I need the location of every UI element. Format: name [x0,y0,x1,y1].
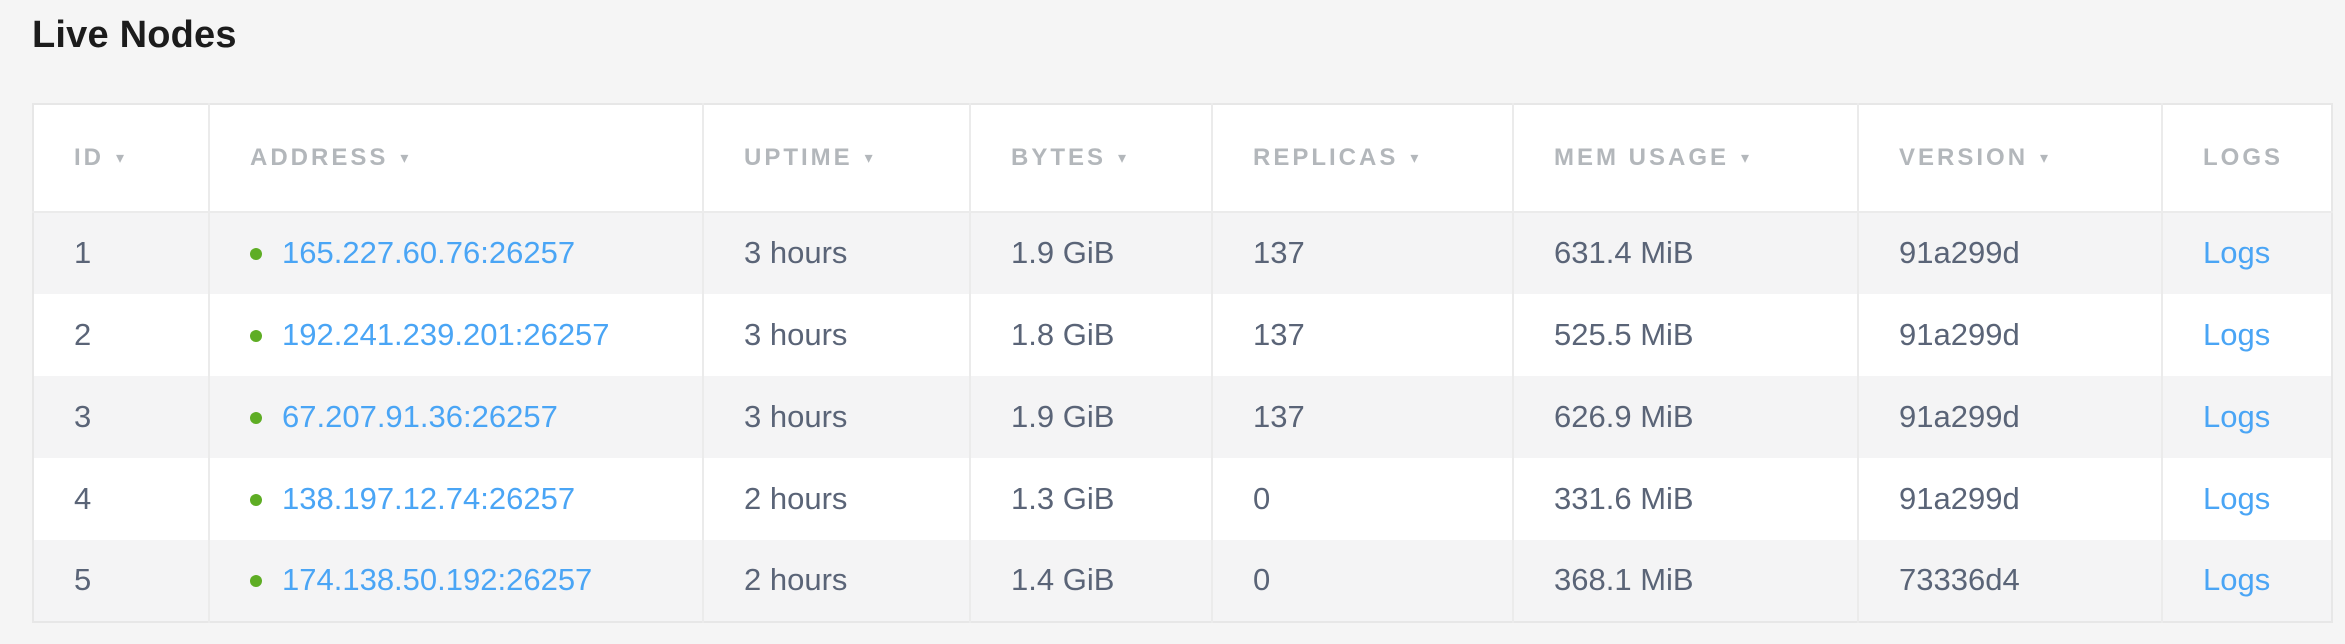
table-header-row: ID ▾ ADDRESS ▾ UPTIME ▾ BYTES ▾ REPLICAS ▾ ME… [33,103,2332,213]
live-status-dot-icon [250,248,262,261]
node-logs-link[interactable]: Logs [2203,480,2271,516]
node-row: 4 138.197.12.74:26257 2 hours 1.3 GiB 0 … [33,457,2332,540]
node-address-cell: 174.138.50.192:26257 [209,539,704,622]
node-replicas-cell: 137 [1212,293,1514,376]
sort-down-icon: ▾ [1118,149,1127,167]
node-id-cell: 3 [33,375,210,458]
col-header-uptime-label: UPTIME [744,143,853,171]
sort-down-icon: ▾ [116,149,125,167]
node-bytes-cell: 1.9 GiB [970,211,1213,294]
page-title: Live Nodes [32,14,237,56]
col-header-bytes-label: BYTES [1011,143,1107,171]
node-address-cell: 165.227.60.76:26257 [209,211,704,294]
col-header-id-label: ID [74,143,104,171]
node-bytes-cell: 1.9 GiB [970,375,1213,458]
sort-down-icon: ▾ [1741,149,1750,167]
col-header-replicas[interactable]: REPLICAS ▾ [1212,103,1514,213]
node-id-cell: 4 [33,457,210,540]
node-uptime-cell: 2 hours [703,539,971,622]
live-nodes-table: ID ▾ ADDRESS ▾ UPTIME ▾ BYTES ▾ REPLICAS ▾ ME… [32,102,2333,623]
node-logs-cell: Logs [2162,375,2332,458]
node-replicas-cell: 137 [1212,211,1514,294]
node-version-cell: 91a299d [1858,211,2163,294]
node-mem-usage-cell: 525.5 MiB [1513,293,1859,376]
node-logs-cell: Logs [2162,457,2332,540]
col-header-version[interactable]: VERSION ▾ [1858,103,2163,213]
sort-down-icon: ▾ [864,149,873,167]
node-version-cell: 73336d4 [1858,539,2163,622]
node-row: 2 192.241.239.201:26257 3 hours 1.8 GiB … [33,293,2332,376]
node-address-cell: 138.197.12.74:26257 [209,457,704,540]
node-bytes-cell: 1.3 GiB [970,457,1213,540]
node-logs-link[interactable]: Logs [2203,316,2271,352]
node-address-link[interactable]: 192.241.239.201:26257 [282,316,610,352]
sort-down-icon: ▾ [2040,149,2049,167]
node-mem-usage-cell: 626.9 MiB [1513,375,1859,458]
node-row: 1 165.227.60.76:26257 3 hours 1.9 GiB 13… [33,211,2332,294]
node-id-cell: 1 [33,211,210,294]
node-address-cell: 67.207.91.36:26257 [209,375,704,458]
col-header-replicas-label: REPLICAS [1253,143,1399,171]
live-status-dot-icon [250,329,262,342]
col-header-address-label: ADDRESS [250,143,389,171]
node-address-link[interactable]: 138.197.12.74:26257 [282,480,576,516]
col-header-bytes[interactable]: BYTES ▾ [970,103,1213,213]
node-address-link[interactable]: 165.227.60.76:26257 [282,235,576,271]
live-status-dot-icon [250,493,262,506]
col-header-uptime[interactable]: UPTIME ▾ [703,103,971,213]
node-version-cell: 91a299d [1858,457,2163,540]
col-header-id[interactable]: ID ▾ [33,103,210,213]
node-address-link[interactable]: 174.138.50.192:26257 [282,562,593,598]
node-replicas-cell: 137 [1212,375,1514,458]
col-header-logs: LOGS [2162,103,2332,213]
node-logs-cell: Logs [2162,539,2332,622]
node-logs-cell: Logs [2162,293,2332,376]
live-status-dot-icon [250,411,262,424]
col-header-version-label: VERSION [1899,143,2029,171]
node-logs-link[interactable]: Logs [2203,235,2271,271]
node-logs-link[interactable]: Logs [2203,562,2271,598]
node-row: 5 174.138.50.192:26257 2 hours 1.4 GiB 0… [33,539,2332,622]
node-bytes-cell: 1.8 GiB [970,293,1213,376]
node-logs-link[interactable]: Logs [2203,398,2271,434]
node-uptime-cell: 3 hours [703,293,971,376]
node-uptime-cell: 2 hours [703,457,971,540]
node-logs-cell: Logs [2162,211,2332,294]
node-row: 3 67.207.91.36:26257 3 hours 1.9 GiB 137… [33,375,2332,458]
col-header-mem-usage-label: MEM USAGE [1554,143,1730,171]
node-replicas-cell: 0 [1212,539,1514,622]
node-bytes-cell: 1.4 GiB [970,539,1213,622]
col-header-address[interactable]: ADDRESS ▾ [209,103,704,213]
node-uptime-cell: 3 hours [703,211,971,294]
live-nodes-page: Live Nodes ID ▾ ADDRESS ▾ UPTIME ▾ BYTES ▾ R… [32,14,2333,623]
node-id-cell: 2 [33,293,210,376]
node-version-cell: 91a299d [1858,375,2163,458]
node-address-cell: 192.241.239.201:26257 [209,293,704,376]
sort-down-icon: ▾ [400,149,409,167]
node-mem-usage-cell: 631.4 MiB [1513,211,1859,294]
node-version-cell: 91a299d [1858,293,2163,376]
sort-down-icon: ▾ [1410,149,1419,167]
live-status-dot-icon [250,575,262,588]
node-replicas-cell: 0 [1212,457,1514,540]
node-uptime-cell: 3 hours [703,375,971,458]
col-header-logs-label: LOGS [2203,143,2284,171]
col-header-mem-usage[interactable]: MEM USAGE ▾ [1513,103,1859,213]
node-address-link[interactable]: 67.207.91.36:26257 [282,398,558,434]
node-id-cell: 5 [33,539,210,622]
node-mem-usage-cell: 331.6 MiB [1513,457,1859,540]
node-mem-usage-cell: 368.1 MiB [1513,539,1859,622]
